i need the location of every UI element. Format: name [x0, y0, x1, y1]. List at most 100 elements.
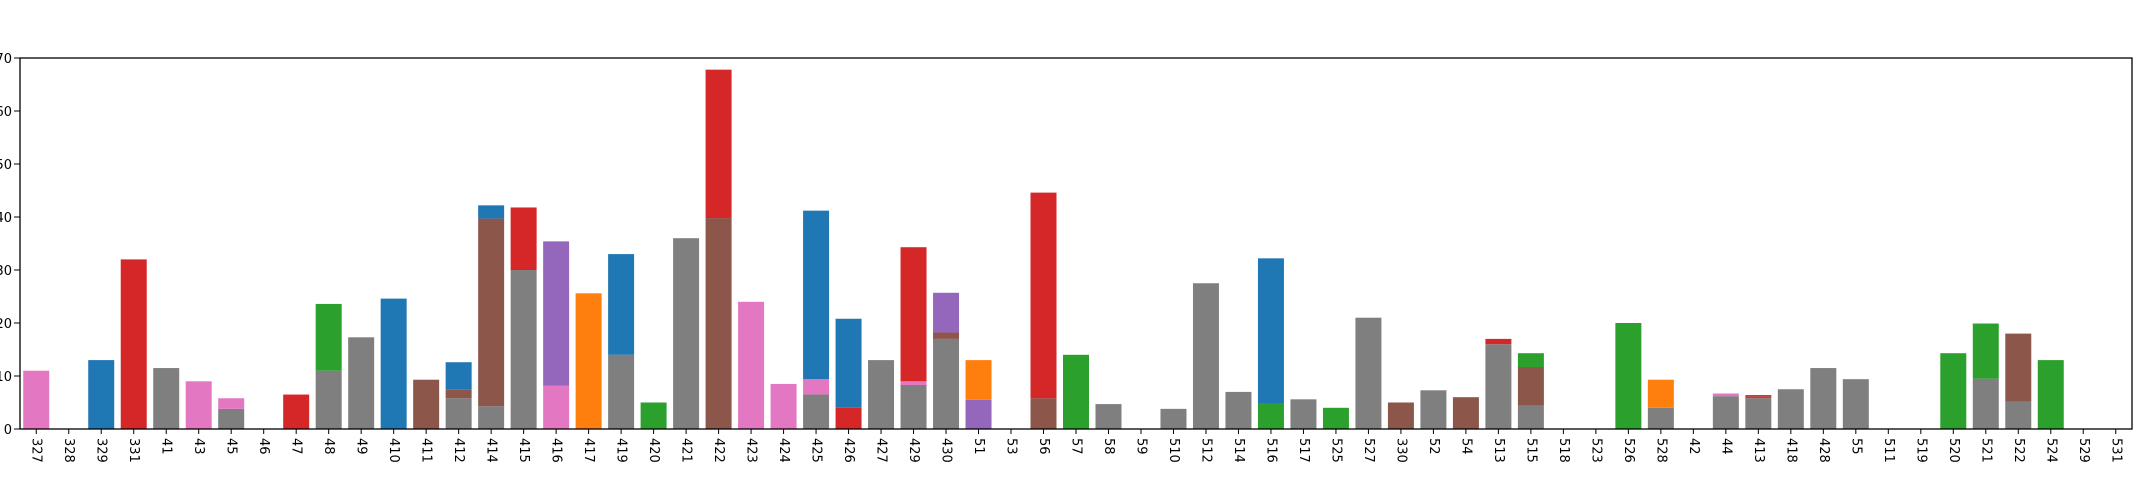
x-tick-label-531: 531 — [2108, 438, 2123, 463]
x-tick-label-517: 517 — [1296, 438, 1311, 463]
x-tick-label-412: 412 — [451, 438, 466, 463]
bar-425-segment-0 — [803, 394, 830, 429]
x-tick-label-331: 331 — [126, 438, 141, 463]
x-tick-label-56: 56 — [1036, 438, 1051, 455]
x-tick-label-43: 43 — [191, 438, 206, 455]
x-tick-label-42: 42 — [1686, 438, 1701, 455]
x-tick-label-330: 330 — [1393, 438, 1408, 463]
x-tick-label-430: 430 — [939, 438, 954, 463]
bar-45-segment-0 — [218, 408, 245, 429]
x-tick-label-413: 413 — [1751, 438, 1766, 463]
bar-51-segment-7 — [965, 360, 992, 400]
y-tick-label: 10 — [0, 370, 12, 385]
plot-frame — [19, 57, 2133, 430]
y-tick-label: 50 — [0, 158, 12, 173]
x-tick-label-422: 422 — [711, 438, 726, 463]
y-tick-label: 60 — [0, 105, 12, 120]
bar-327-segment-2 — [23, 370, 50, 429]
bar-430-segment-1 — [933, 332, 960, 339]
bar-56-segment-4 — [1030, 192, 1057, 399]
bar-415-segment-4 — [510, 207, 537, 270]
bar-426-segment-5 — [835, 318, 862, 408]
x-tick-label-428: 428 — [1816, 438, 1831, 463]
x-tick-label-523: 523 — [1588, 438, 1603, 463]
x-tick-label-510: 510 — [1166, 438, 1181, 463]
bar-44-segment-2 — [1712, 393, 1739, 397]
x-tick-label-420: 420 — [646, 438, 661, 463]
x-tick-label-529: 529 — [2076, 438, 2091, 463]
bar-429-segment-4 — [900, 247, 927, 382]
bar-414-segment-0 — [478, 406, 505, 429]
x-tick-label-429: 429 — [906, 438, 921, 463]
bar-413-segment-4 — [1745, 395, 1772, 397]
bar-412-segment-5 — [445, 362, 472, 390]
bar-54-segment-1 — [1452, 397, 1479, 429]
bar-414-segment-5 — [478, 205, 505, 219]
bar-419-segment-0 — [608, 354, 635, 429]
bar-521-segment-0 — [1972, 378, 1999, 429]
bar-425-segment-5 — [803, 210, 830, 380]
x-tick-label-512: 512 — [1198, 438, 1213, 463]
x-tick-label-525: 525 — [1328, 438, 1343, 463]
bar-412-segment-1 — [445, 389, 472, 399]
x-axis: 327 328 329 331 41 43 45 46 47 48 49 410 411 412 414 41… — [29, 429, 2123, 463]
x-tick-label-520: 520 — [1946, 438, 1961, 463]
bar-424-segment-2 — [770, 383, 797, 429]
x-tick-label-522: 522 — [2011, 438, 2026, 463]
x-tick-label-44: 44 — [1718, 438, 1733, 455]
y-tick-label: 70 — [0, 52, 12, 67]
x-tick-label-421: 421 — [679, 438, 694, 463]
bar-44-segment-0 — [1712, 396, 1739, 429]
x-tick-label-45: 45 — [224, 438, 239, 455]
bar-58-segment-0 — [1095, 404, 1122, 429]
y-tick-label: 30 — [0, 264, 12, 279]
bar-426-segment-4 — [835, 407, 862, 429]
bar-330-segment-1 — [1387, 402, 1414, 429]
bar-430-segment-6 — [933, 292, 960, 333]
bar-415-segment-0 — [510, 270, 537, 429]
bar-513-segment-4 — [1485, 338, 1512, 345]
x-tick-label-46: 46 — [256, 438, 271, 455]
bar-515-segment-0 — [1517, 405, 1544, 429]
bar-516-segment-3 — [1257, 403, 1284, 429]
bar-520-segment-3 — [1940, 353, 1967, 429]
x-tick-label-516: 516 — [1263, 438, 1278, 463]
bar-55-segment-0 — [1842, 379, 1869, 429]
bar-517-segment-0 — [1290, 399, 1317, 429]
bar-412-segment-0 — [445, 398, 472, 429]
bar-430-segment-0 — [933, 338, 960, 429]
bar-525-segment-3 — [1322, 407, 1349, 429]
bar-48-segment-0 — [315, 370, 342, 429]
y-tick-label: 40 — [0, 211, 12, 226]
bar-413-segment-0 — [1745, 398, 1772, 429]
bar-527-segment-0 — [1355, 317, 1382, 429]
bar-329-segment-5 — [88, 360, 115, 429]
x-tick-label-58: 58 — [1101, 438, 1116, 455]
x-tick-label-527: 527 — [1361, 438, 1376, 463]
x-tick-label-521: 521 — [1978, 438, 1993, 463]
bar-49-segment-0 — [348, 337, 375, 429]
x-tick-label-427: 427 — [874, 438, 889, 463]
x-tick-label-49: 49 — [354, 438, 369, 455]
bar-516-segment-5 — [1257, 258, 1284, 404]
bar-515-segment-1 — [1517, 366, 1544, 406]
x-tick-label-59: 59 — [1133, 438, 1148, 455]
bar-52-segment-0 — [1420, 390, 1447, 429]
bar-425-segment-2 — [803, 379, 830, 395]
x-tick-label-417: 417 — [581, 438, 596, 463]
x-tick-label-329: 329 — [94, 438, 109, 463]
x-tick-label-426: 426 — [841, 438, 856, 463]
x-tick-label-515: 515 — [1523, 438, 1538, 463]
bar-515-segment-3 — [1517, 353, 1544, 367]
x-tick-label-411: 411 — [419, 438, 434, 463]
bar-429-segment-2 — [900, 381, 927, 386]
bar-521-segment-3 — [1972, 323, 1999, 379]
bar-528-segment-7 — [1647, 379, 1674, 408]
bar-522-segment-0 — [2005, 401, 2032, 429]
x-tick-label-48: 48 — [321, 438, 336, 455]
bar-526-segment-3 — [1615, 323, 1642, 429]
x-tick-label-410: 410 — [386, 438, 401, 463]
bar-41-segment-0 — [153, 368, 180, 429]
bar-410-segment-5 — [380, 298, 407, 429]
